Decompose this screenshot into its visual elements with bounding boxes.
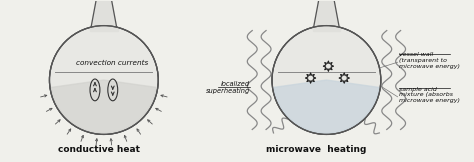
Polygon shape [91,0,117,28]
Polygon shape [90,28,118,31]
Text: microwave  heating: microwave heating [266,145,367,154]
Text: vessel wall
(transparent to
microwave energy): vessel wall (transparent to microwave en… [399,52,460,69]
Text: convection currents: convection currents [76,60,148,66]
Polygon shape [314,0,339,28]
Circle shape [272,26,381,134]
Text: sample acid
mixture (absorbs
microwave energy): sample acid mixture (absorbs microwave e… [399,87,460,103]
Polygon shape [312,28,340,31]
Text: localized
superheating: localized superheating [206,81,250,94]
Wedge shape [273,80,379,133]
Text: conductive heat: conductive heat [58,145,140,154]
Circle shape [49,26,158,134]
Wedge shape [51,80,157,133]
